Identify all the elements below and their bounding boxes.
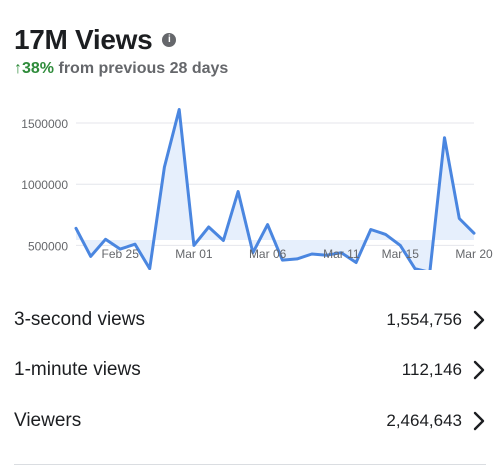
metric-value: 112,146 [401,360,462,379]
x-tick-label: Mar 15 [382,247,420,261]
page-title: 17M Views [14,24,153,55]
series-area [76,109,474,270]
metric-row-3-second-views[interactable]: 3-second views 1,554,756 [14,300,486,340]
x-tick-label: Mar 01 [175,247,213,261]
x-tick-label: Mar 06 [249,247,287,261]
y-tick-label: 500000 [28,239,68,253]
comparison-text: ↑38% from previous 28 days [14,60,228,78]
chevron-right-icon [473,360,485,380]
arrow-up-icon: ↑ [14,60,22,77]
info-icon[interactable]: i [162,33,177,47]
series-line [74,108,476,270]
metric-value: 1,554,756 [386,310,462,329]
x-tick-label: Feb 25 [102,247,140,261]
metric-label: Viewers [14,410,82,431]
chevron-right-icon [473,310,485,330]
comparison-label: from previous 28 days [58,60,229,77]
divider [14,464,486,465]
y-tick-label: 1500000 [21,117,68,131]
header: 17M Views i [14,24,177,56]
metric-row-1-minute-views[interactable]: 1-minute views 112,146 [14,350,486,390]
y-tick-label: 1000000 [21,178,68,192]
delta-indicator: ↑38% [14,60,58,77]
metric-row-viewers[interactable]: Viewers 2,464,643 [14,401,486,441]
views-chart: 1500000 1000000 500000 Feb 25 Mar 01 Mar 06 Ma… [21,108,493,270]
delta-value: 38% [22,60,55,77]
x-tick-label: Mar 20 [455,247,493,261]
metric-label: 3-second views [14,309,145,330]
x-tick-label: Mar 11 [323,247,360,261]
chevron-right-icon [473,411,485,431]
metric-label: 1-minute views [14,359,141,380]
metric-value: 2,464,643 [386,411,462,430]
